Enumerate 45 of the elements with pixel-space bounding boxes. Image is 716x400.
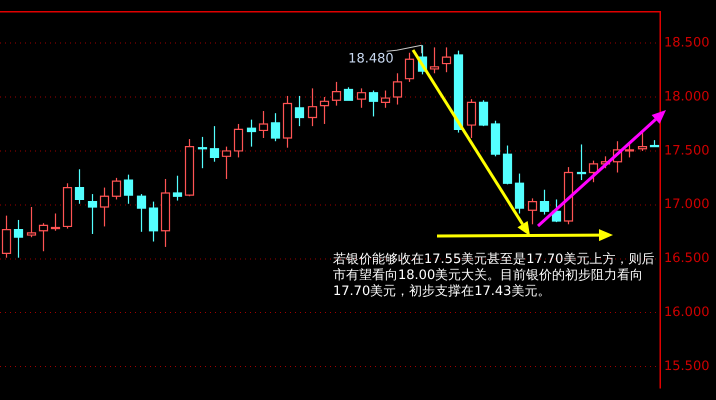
- candlestick: [198, 136, 208, 169]
- candlestick: [124, 174, 134, 204]
- candlestick: [404, 52, 414, 83]
- candlestick: [112, 177, 122, 200]
- candlestick: [50, 212, 60, 232]
- candlestick: [26, 206, 36, 238]
- candlestick: [368, 90, 378, 118]
- candlestick: [320, 96, 330, 125]
- candlestick: [332, 81, 342, 106]
- candlestick: [148, 201, 158, 242]
- y-tick-label: 16.000: [664, 305, 710, 320]
- candlestick: [528, 198, 538, 225]
- candlestick: [294, 95, 304, 127]
- annotation: 若银价能够收在17.55美元甚至是17.70美元上方，则后市有望看向18.00美元大关。目前银价的初步阻力看向17.70美元，初步支撑在17.43美元。: [333, 252, 655, 300]
- candlestick: [442, 46, 452, 73]
- candlestick: [100, 186, 110, 228]
- y-tick-label: 15.500: [664, 359, 710, 374]
- y-tick-label: 17.500: [664, 143, 710, 158]
- y-tick-label: 17.000: [664, 197, 710, 212]
- candlestick: [356, 88, 366, 108]
- candlestick: [344, 86, 354, 101]
- candlestick: [246, 119, 256, 148]
- annotation: 18.480: [348, 52, 394, 67]
- candlestick: [258, 110, 268, 139]
- y-tick-label: 18.500: [664, 35, 710, 50]
- y-tick-label: 16.500: [664, 251, 710, 266]
- candlestick: [210, 126, 220, 162]
- candlestick: [466, 98, 476, 139]
- candlestick: [172, 175, 182, 202]
- candlestick: [308, 88, 318, 127]
- candlestick: [392, 72, 402, 106]
- candlestick: [234, 123, 244, 158]
- candlestick: [74, 168, 84, 204]
- candlestick: [430, 46, 440, 74]
- candlestick: [576, 144, 586, 181]
- candlestick: [38, 222, 48, 252]
- y-tick-label: 18.000: [664, 89, 710, 104]
- candlestick: [540, 189, 550, 216]
- candlestick: [380, 90, 390, 108]
- candlestick: [478, 100, 488, 127]
- candlestick: [88, 193, 98, 235]
- candlestick: [14, 219, 24, 258]
- candlestick: [270, 112, 280, 142]
- candlestick: [222, 146, 232, 180]
- candlestick: [136, 193, 146, 232]
